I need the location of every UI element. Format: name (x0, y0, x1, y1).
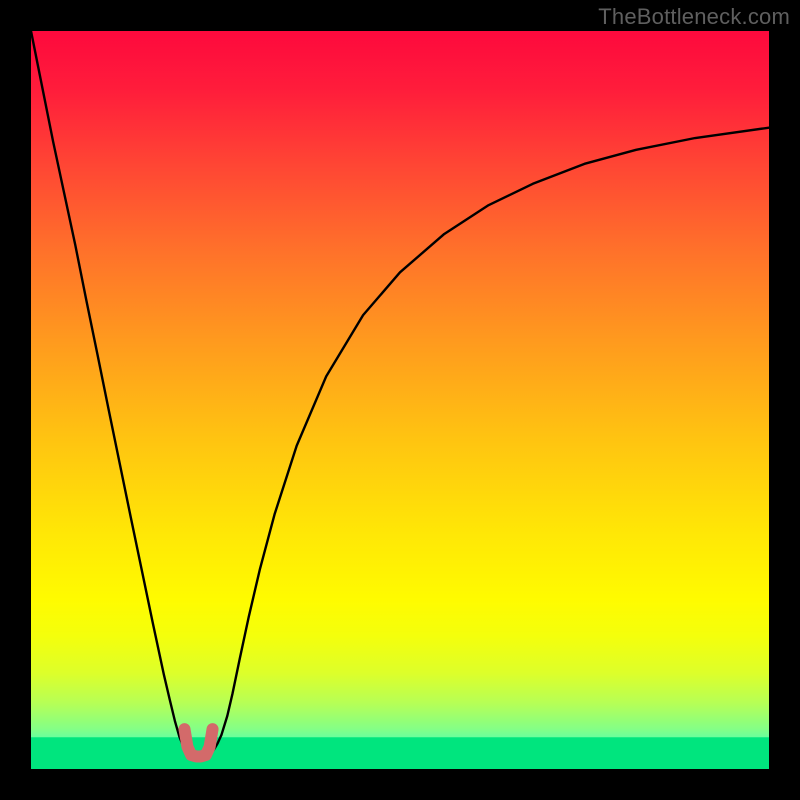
plot-background-gradient (31, 31, 769, 769)
bottleneck-plot (0, 0, 800, 800)
attribution-text: TheBottleneck.com (598, 4, 790, 30)
bottom-band (31, 737, 769, 769)
figure-root: TheBottleneck.com (0, 0, 800, 800)
